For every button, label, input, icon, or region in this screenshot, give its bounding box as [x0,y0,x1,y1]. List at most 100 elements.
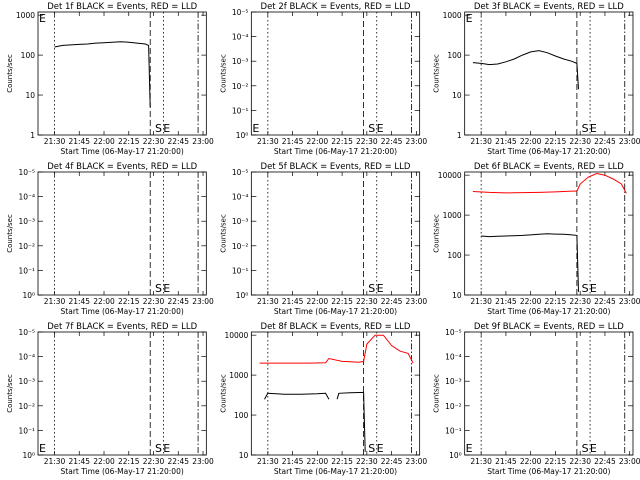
x-tick-label: 22:00 [307,137,329,146]
x-axis-label: Start Time (06-May-17 21:20:00) [61,467,184,476]
marker-s: S [368,122,375,135]
x-tick-label: 21:30 [257,297,279,306]
y-axis-label: Counts/sec [433,54,441,93]
y-tick-label: 10⁻³ [232,217,249,226]
plot-title: Det 9f BLACK = Events, RED = LLD [474,322,624,332]
y-tick-label: 10⁻² [445,402,462,411]
x-tick-label: 22:15 [118,457,140,466]
y-axis-label: Counts/sec [219,214,227,253]
plot-title: Det 7f BLACK = Events, RED = LLD [47,322,197,332]
x-tick-label: 22:15 [118,297,140,306]
marker-s: S [582,442,589,455]
x-tick-label: 22:45 [594,137,616,146]
marker-e: E [590,282,597,295]
x-tick-label: 22:30 [143,297,165,306]
y-tick-label: 100 [447,251,462,260]
marker-s: S [155,282,162,295]
y-axis-label: Counts/sec [6,374,14,413]
y-tick-label: 1000 [229,371,248,380]
y-tick-label: 1 [457,131,462,140]
y-tick-label: 1 [30,131,35,140]
y-tick-label: 1000 [443,11,462,20]
x-tick-label: 22:00 [520,457,542,466]
x-tick-label: 22:00 [93,457,115,466]
y-tick-label: 10⁻¹ [232,106,249,115]
marker-e: E [377,282,384,295]
y-axis-label: Counts/sec [6,214,14,253]
x-tick-label: 23:00 [406,457,428,466]
marker-s: S [582,122,589,135]
x-tick-label: 22:30 [356,457,378,466]
x-tick-label: 23:00 [192,137,214,146]
x-tick-label: 23:00 [406,137,428,146]
plot-panel-6: Det 6f BLACK = Events, RED = LLD Counts/s… [433,162,640,316]
x-tick-label: 22:00 [307,297,329,306]
marker-e: E [163,442,170,455]
plot-panel-4: Det 4f BLACK = Events, RED = LLD Counts/s… [6,162,214,316]
x-tick-label: 21:30 [44,137,66,146]
y-tick-label: 10⁻⁴ [18,193,35,202]
x-axis-label: Start Time (06-May-17 21:20:00) [274,467,397,476]
plot-frame [464,11,634,136]
x-tick-label: 21:45 [282,137,304,146]
plot-frame [250,11,421,136]
x-axis-label: Start Time (06-May-17 21:20:00) [487,307,610,316]
marker-s: S [582,282,589,295]
marker-e: E [163,122,170,135]
y-tick-label: 10⁻³ [18,217,35,226]
x-tick-label: 22:30 [569,457,591,466]
marker-left-e: E [466,442,473,455]
x-tick-label: 22:15 [331,297,353,306]
plot-panel-7: Det 7f BLACK = Events, RED = LLD Counts/s… [6,322,214,476]
x-tick-label: 22:30 [569,137,591,146]
x-tick-label: 22:00 [307,457,329,466]
y-tick-label: 10⁻⁴ [232,33,249,42]
x-tick-label: 22:30 [356,137,378,146]
plot-frame [250,331,421,456]
lld-series-line [259,334,414,364]
y-tick-label: 10⁻³ [232,57,249,66]
events-series-line [472,50,579,90]
x-tick-label: 22:45 [381,297,403,306]
y-tick-label: 10⁻¹ [445,426,462,435]
x-tick-label: 22:00 [93,137,115,146]
y-tick-label: 10⁻² [232,82,249,91]
plot-frame [464,331,634,456]
x-tick-label: 23:00 [619,457,640,466]
x-tick-label: 22:45 [594,297,616,306]
plot-title: Det 5f BLACK = Events, RED = LLD [261,162,411,172]
y-tick-label: 10 [452,91,462,100]
x-tick-label: 21:45 [282,457,304,466]
plot-panel-8: Det 8f BLACK = Events, RED = LLD Counts/s… [219,322,427,476]
x-tick-label: 21:30 [44,457,66,466]
y-tick-label: 1000 [16,11,35,20]
marker-s: S [155,442,162,455]
x-tick-label: 21:30 [44,297,66,306]
y-tick-label: 10⁰ [236,131,249,140]
y-tick-label: 100 [21,51,36,60]
y-tick-label: 10⁻⁵ [18,328,35,337]
x-tick-label: 22:15 [545,137,567,146]
y-tick-label: 10⁻¹ [18,426,35,435]
plot-frame [37,331,207,456]
y-axis-label: Counts/sec [6,54,14,93]
x-axis-label: Start Time (06-May-17 21:20:00) [274,307,397,316]
marker-e: E [163,282,170,295]
plot-frame [37,11,207,136]
x-tick-label: 22:30 [356,297,378,306]
x-tick-label: 22:15 [545,457,567,466]
y-tick-label: 10⁻⁴ [445,353,462,362]
y-tick-label: 10⁻³ [445,377,462,386]
events-series-line [336,391,366,452]
marker-e: E [590,442,597,455]
x-axis-label: Start Time (06-May-17 21:20:00) [487,467,610,476]
x-tick-label: 22:45 [594,457,616,466]
x-tick-label: 22:45 [167,457,189,466]
x-tick-label: 23:00 [192,297,214,306]
plot-frame [37,171,207,296]
plot-title: Det 4f BLACK = Events, RED = LLD [47,162,197,172]
y-tick-label: 10 [452,291,462,300]
x-tick-label: 22:45 [381,137,403,146]
marker-s: S [155,122,162,135]
x-tick-label: 23:00 [619,137,640,146]
